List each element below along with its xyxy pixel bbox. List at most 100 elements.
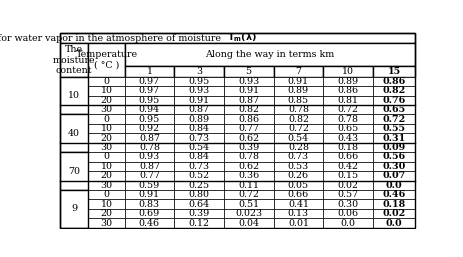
Bar	[125, 143, 174, 152]
Text: 10: 10	[100, 162, 113, 171]
Text: 0.30: 0.30	[382, 162, 406, 171]
Bar	[323, 133, 373, 143]
Text: 0.82: 0.82	[382, 86, 406, 95]
Bar	[125, 218, 174, 228]
Bar	[224, 77, 274, 86]
Bar	[224, 190, 274, 199]
Text: 0.87: 0.87	[139, 134, 160, 143]
Text: 0.93: 0.93	[139, 152, 160, 161]
Bar	[373, 77, 415, 86]
Text: 0.93: 0.93	[188, 86, 210, 95]
Bar	[174, 162, 224, 171]
Bar	[274, 133, 323, 143]
Text: 0.65: 0.65	[338, 124, 359, 133]
Text: 0.52: 0.52	[188, 171, 210, 180]
Bar	[373, 209, 415, 218]
Bar	[274, 152, 323, 162]
Text: 0.0: 0.0	[386, 218, 402, 227]
Text: 9: 9	[71, 204, 77, 213]
Bar	[125, 209, 174, 218]
Text: 0.07: 0.07	[382, 171, 406, 180]
Text: 0.84: 0.84	[188, 124, 210, 133]
Bar	[373, 105, 415, 114]
Text: 0.95: 0.95	[139, 96, 160, 105]
Text: 0.64: 0.64	[188, 200, 210, 209]
Text: 0.09: 0.09	[382, 143, 406, 152]
Text: 0.06: 0.06	[338, 209, 359, 218]
Bar	[323, 190, 373, 199]
Text: 20: 20	[100, 171, 113, 180]
Text: 10: 10	[68, 91, 80, 100]
Text: 0.02: 0.02	[338, 181, 358, 190]
Text: 0.01: 0.01	[288, 218, 309, 227]
Bar	[373, 114, 415, 124]
Bar	[88, 86, 125, 96]
Bar	[88, 162, 125, 171]
Bar	[174, 105, 224, 114]
Text: 0.77: 0.77	[238, 124, 259, 133]
Bar	[60, 190, 88, 228]
Bar	[125, 124, 174, 133]
Bar	[323, 152, 373, 162]
Bar	[274, 124, 323, 133]
Text: 0.42: 0.42	[338, 162, 358, 171]
Text: 0.92: 0.92	[139, 124, 160, 133]
Text: 0.91: 0.91	[238, 86, 259, 95]
Bar	[323, 143, 373, 152]
Bar	[88, 171, 125, 181]
Text: 0.89: 0.89	[338, 77, 359, 86]
Bar	[224, 124, 274, 133]
Text: 0.62: 0.62	[238, 162, 259, 171]
Text: 0.41: 0.41	[288, 200, 309, 209]
Bar	[373, 218, 415, 228]
Text: 0.05: 0.05	[288, 181, 309, 190]
Bar	[373, 124, 415, 133]
Bar	[373, 86, 415, 96]
Text: 0.72: 0.72	[238, 190, 259, 199]
Bar	[88, 199, 125, 209]
Text: 0.02: 0.02	[382, 209, 406, 218]
Text: 0.0: 0.0	[386, 181, 402, 190]
Text: 7: 7	[295, 67, 301, 76]
Text: 0.89: 0.89	[288, 86, 309, 95]
Text: 30: 30	[100, 105, 113, 114]
Text: 20: 20	[100, 96, 113, 105]
Bar	[88, 218, 125, 228]
Text: 0.85: 0.85	[288, 96, 309, 105]
Text: 0.59: 0.59	[139, 181, 160, 190]
Bar	[174, 77, 224, 86]
Bar	[224, 66, 274, 77]
Text: 40: 40	[68, 129, 80, 138]
Text: 0.69: 0.69	[139, 209, 160, 218]
Bar	[88, 181, 125, 190]
Bar	[125, 199, 174, 209]
Bar	[274, 171, 323, 181]
Text: 10: 10	[100, 200, 113, 209]
Text: 0.30: 0.30	[338, 200, 359, 209]
Text: 0.77: 0.77	[139, 171, 160, 180]
Text: 0.25: 0.25	[188, 181, 210, 190]
Bar	[224, 162, 274, 171]
Text: 0.46: 0.46	[139, 218, 160, 227]
Bar	[323, 105, 373, 114]
Text: 0.72: 0.72	[382, 115, 406, 124]
Text: 0.73: 0.73	[288, 152, 309, 161]
Bar	[224, 86, 274, 96]
Bar	[88, 96, 125, 105]
Bar	[174, 190, 224, 199]
Text: Transmission coefficient for water vapor in the atmosphere of moisture: Transmission coefficient for water vapor…	[0, 34, 226, 43]
Bar	[224, 209, 274, 218]
Bar	[174, 181, 224, 190]
Bar	[60, 152, 88, 190]
Text: 0.18: 0.18	[382, 200, 406, 209]
Bar	[373, 152, 415, 162]
Bar	[274, 114, 323, 124]
Bar	[323, 124, 373, 133]
Text: 0.11: 0.11	[238, 181, 259, 190]
Text: 0.72: 0.72	[288, 124, 309, 133]
Text: 0.13: 0.13	[288, 209, 309, 218]
Text: 0: 0	[103, 115, 109, 124]
Text: 0.91: 0.91	[288, 77, 309, 86]
Text: 0.54: 0.54	[288, 134, 309, 143]
Text: 0.39: 0.39	[188, 209, 210, 218]
